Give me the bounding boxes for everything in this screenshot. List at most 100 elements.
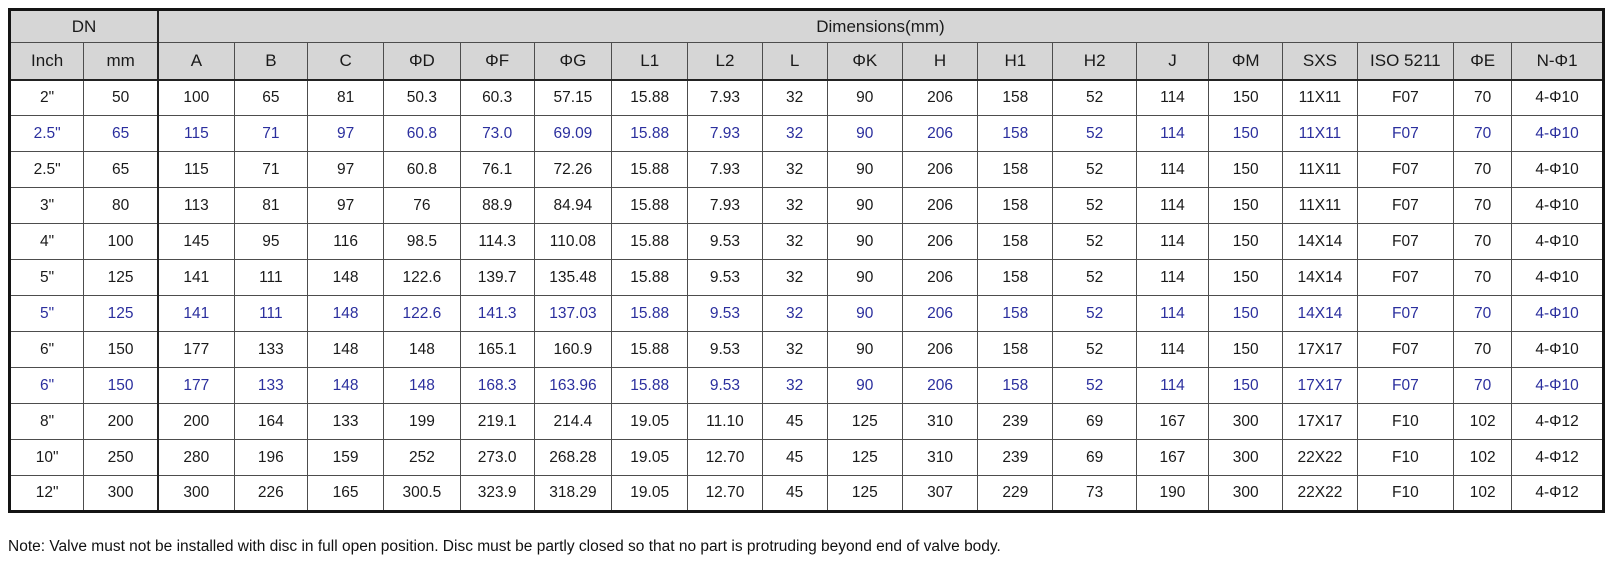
table-cell: 150 <box>1208 259 1284 296</box>
table-cell: 114 <box>1135 115 1210 152</box>
table-cell: 150 <box>83 367 159 404</box>
table-cell: 52 <box>1052 295 1137 332</box>
table-cell: 45 <box>761 475 828 512</box>
table-cell: 150 <box>1208 79 1284 116</box>
table-cell: 69.09 <box>533 115 613 152</box>
table-cell: 318.29 <box>533 475 613 512</box>
table-cell: 141.3 <box>459 295 535 332</box>
table-cell: 50.3 <box>383 79 461 116</box>
table-header: DN Dimensions(mm) Inch mm A B C ΦD ΦF ΦG L1 L2 L ΦK H… <box>8 9 1604 81</box>
table-cell: 133 <box>233 367 308 404</box>
table-cell: 239 <box>977 403 1054 440</box>
table-cell: 90 <box>826 223 903 260</box>
table-cell: 252 <box>383 439 461 476</box>
table-cell: 52 <box>1052 223 1137 260</box>
table-cell: 22X22 <box>1282 439 1358 476</box>
table-body: 2" 50 100 65 81 50.3 60.3 57.15 15.88 7.93 32 90 206… <box>8 79 1604 512</box>
table-cell: 97 <box>306 115 385 152</box>
table-cell: 97 <box>306 151 385 188</box>
table-cell: 102 <box>1453 475 1513 512</box>
table-cell: 100 <box>83 223 159 260</box>
table-cell: 190 <box>1135 475 1210 512</box>
table-cell: 9.53 <box>687 367 763 404</box>
table-cell: 300 <box>1208 439 1284 476</box>
table-cell: 102 <box>1453 403 1513 440</box>
table-cell: 12" <box>8 475 85 512</box>
table-cell: 15.88 <box>611 367 689 404</box>
table-cell: 135.48 <box>533 259 613 296</box>
table-cell: 52 <box>1052 115 1137 152</box>
table-cell: 32 <box>761 223 828 260</box>
table-cell: 17X17 <box>1282 403 1358 440</box>
table-cell: 150 <box>1208 295 1284 332</box>
table-cell: 65 <box>233 79 308 116</box>
table-cell: 15.88 <box>611 187 689 224</box>
table-cell: 150 <box>1208 187 1284 224</box>
table-cell: 70 <box>1453 223 1513 260</box>
table-cell: 15.88 <box>611 151 689 188</box>
table-cell: 300 <box>156 475 235 512</box>
table-cell: 32 <box>761 151 828 188</box>
table-cell: F10 <box>1356 475 1455 512</box>
table-cell: 45 <box>761 439 828 476</box>
table-cell: 167 <box>1135 403 1210 440</box>
table-cell: 300 <box>83 475 159 512</box>
table-cell: 177 <box>156 367 235 404</box>
header-group: DN <box>8 9 159 43</box>
column-header: H1 <box>977 42 1054 81</box>
table-cell: 125 <box>83 259 159 296</box>
table-cell: 307 <box>901 475 979 512</box>
table-cell: 52 <box>1052 367 1137 404</box>
column-header: C <box>306 42 385 81</box>
table-cell: 32 <box>761 79 828 116</box>
column-header: ΦD <box>383 42 461 81</box>
table-cell: 145 <box>156 223 235 260</box>
header-columns-row: Inch mm A B C ΦD ΦF ΦG L1 L2 L ΦK H H1 H2 J ΦM SXS ISO 521… <box>8 42 1604 81</box>
dimensions-table: DN Dimensions(mm) Inch mm A B C ΦD ΦF ΦG L1 L2 L ΦK H… <box>8 8 1605 513</box>
table-cell: 122.6 <box>383 295 461 332</box>
note-text: Note: Valve must not be installed with d… <box>8 538 1001 555</box>
table-cell: 148 <box>306 295 385 332</box>
table-cell: 4-Φ10 <box>1511 367 1604 404</box>
table-cell: 158 <box>977 115 1054 152</box>
table-cell: 14X14 <box>1282 259 1358 296</box>
column-header: ΦF <box>459 42 535 81</box>
table-cell: 150 <box>1208 367 1284 404</box>
table-cell: 150 <box>1208 223 1284 260</box>
table-cell: F07 <box>1356 295 1455 332</box>
column-header: ΦE <box>1453 42 1513 81</box>
table-cell: 110.08 <box>533 223 613 260</box>
column-header: ISO 5211 <box>1356 42 1455 81</box>
table-cell: 323.9 <box>459 475 535 512</box>
table-cell: 11X11 <box>1282 79 1358 116</box>
table-cell: 2.5" <box>8 115 85 152</box>
table-cell: 4-Φ10 <box>1511 223 1604 260</box>
table-cell: 122.6 <box>383 259 461 296</box>
table-cell: 133 <box>233 331 308 368</box>
table-cell: 150 <box>1208 115 1284 152</box>
table-cell: F10 <box>1356 403 1455 440</box>
table-cell: 141 <box>156 295 235 332</box>
table-cell: 8" <box>8 403 85 440</box>
table-cell: 65 <box>83 115 159 152</box>
table-cell: 70 <box>1453 151 1513 188</box>
table-cell: 90 <box>826 295 903 332</box>
table-cell: 12.70 <box>687 475 763 512</box>
table-cell: 148 <box>306 259 385 296</box>
table-cell: 3" <box>8 187 85 224</box>
table-cell: 19.05 <box>611 475 689 512</box>
table-cell: F07 <box>1356 367 1455 404</box>
table-cell: 81 <box>233 187 308 224</box>
table-cell: 15.88 <box>611 223 689 260</box>
table-cell: 97 <box>306 187 385 224</box>
table-cell: 114 <box>1135 295 1210 332</box>
table-cell: 111 <box>233 259 308 296</box>
table-cell: 15.88 <box>611 259 689 296</box>
table-cell: 158 <box>977 79 1054 116</box>
table-cell: 4-Φ10 <box>1511 259 1604 296</box>
table-cell: 70 <box>1453 115 1513 152</box>
table-cell: 206 <box>901 367 979 404</box>
table-cell: 11X11 <box>1282 115 1358 152</box>
table-cell: 114 <box>1135 223 1210 260</box>
table-cell: 2" <box>8 79 85 116</box>
